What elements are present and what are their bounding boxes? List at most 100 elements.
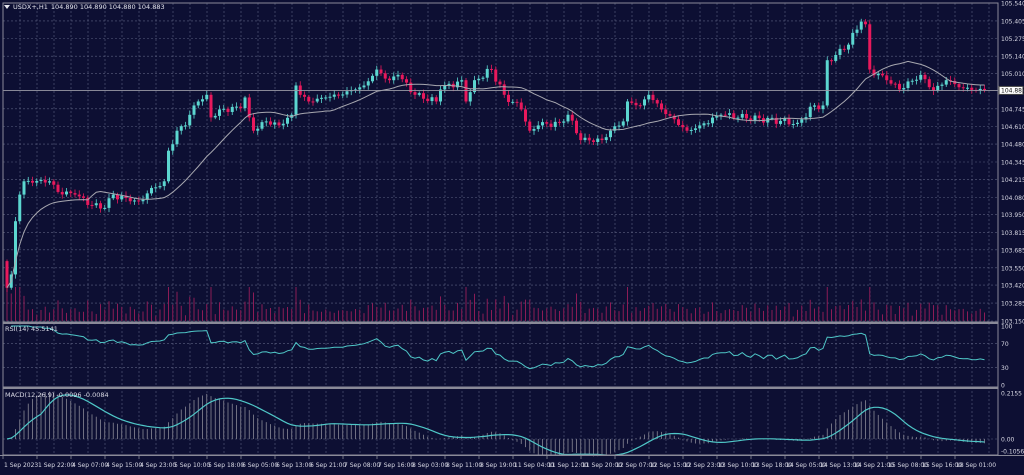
- candle-body: [286, 117, 289, 124]
- candle-body: [728, 113, 731, 115]
- candle: [545, 120, 549, 127]
- candle-body: [150, 187, 153, 194]
- candle: [677, 115, 680, 127]
- candle: [596, 135, 600, 146]
- time-axis-label: 14 Sep 05:00: [786, 462, 826, 469]
- candle: [910, 78, 914, 85]
- candle: [587, 134, 591, 145]
- price-axis-label: 104.345: [1001, 160, 1024, 167]
- candle-body: [447, 83, 451, 86]
- price-axis-label: 104.215: [1001, 177, 1024, 184]
- candle-body: [141, 199, 145, 202]
- candle-body: [388, 78, 391, 81]
- candle: [851, 29, 855, 48]
- candle: [137, 196, 141, 205]
- candle: [711, 113, 714, 128]
- candle-body: [677, 119, 680, 126]
- candle-body: [392, 76, 396, 81]
- candle: [647, 90, 651, 103]
- candle-body: [621, 121, 625, 126]
- candle: [260, 119, 264, 131]
- candle-body: [86, 197, 90, 205]
- candle-body: [473, 80, 476, 93]
- candle-body: [783, 118, 787, 121]
- candle-body: [345, 91, 349, 95]
- candle: [507, 90, 510, 106]
- volume-bars: [6, 287, 985, 321]
- candle-body: [655, 100, 659, 104]
- chart-header: USDX+,H1 104.890 104.890 104.880 104.883: [4, 3, 168, 11]
- price-axis-label: 105.405: [1001, 18, 1024, 25]
- candle-body: [358, 87, 362, 90]
- candle-body: [494, 69, 498, 82]
- candle: [460, 76, 464, 86]
- candle: [426, 94, 430, 104]
- candle-body: [842, 48, 846, 50]
- candle: [481, 76, 485, 82]
- candle-body: [324, 97, 328, 99]
- candle-body: [443, 85, 447, 90]
- candle-body: [927, 79, 931, 88]
- price-axis-label: 105.140: [1001, 54, 1024, 61]
- price-axis-label: 104.610: [1001, 124, 1024, 131]
- rsi-axis-label: 100: [1001, 324, 1013, 331]
- candle: [902, 83, 906, 94]
- dropdown-triangle-icon[interactable]: [4, 5, 10, 9]
- time-axis-label: 14 Sep 21:00: [854, 462, 894, 469]
- candle-body: [723, 114, 727, 116]
- candle: [188, 110, 192, 129]
- candle: [864, 19, 867, 28]
- time-axis-label: 6 Sep 05:00: [242, 462, 278, 469]
- candle-body: [825, 60, 829, 106]
- candle: [881, 70, 884, 78]
- candle-body: [439, 89, 442, 102]
- time-axis-label: 1 Sep 22:00: [38, 462, 74, 469]
- candle-body: [264, 121, 268, 123]
- candle-body: [375, 69, 379, 76]
- candle-body: [468, 92, 472, 102]
- candle-body: [553, 121, 557, 127]
- candle: [243, 95, 247, 112]
- candle: [885, 71, 889, 85]
- candle-body: [456, 81, 459, 88]
- candle: [252, 113, 255, 134]
- candle-body: [817, 105, 821, 110]
- candle-body: [209, 94, 213, 118]
- candle: [281, 119, 285, 130]
- candle-body: [422, 93, 425, 99]
- candle: [664, 105, 668, 119]
- candle-body: [957, 84, 961, 88]
- candle: [218, 105, 221, 121]
- candle-body: [626, 101, 629, 122]
- candle-body: [26, 180, 30, 182]
- candle: [307, 95, 311, 104]
- candle: [842, 45, 846, 53]
- candle-body: [213, 115, 217, 118]
- candle-body: [749, 118, 753, 121]
- candle-body: [668, 114, 672, 116]
- candle-body: [711, 117, 714, 124]
- candle: [570, 110, 574, 125]
- candle-body: [889, 80, 893, 84]
- candle-body: [715, 115, 719, 118]
- candle-body: [906, 81, 910, 89]
- candle-body: [196, 101, 200, 106]
- candle: [379, 65, 383, 76]
- candle-body: [808, 106, 812, 118]
- candle-body: [638, 105, 642, 107]
- price-axis-label: 104.080: [1001, 195, 1024, 202]
- macd-axis-label: 0.00: [1001, 437, 1015, 444]
- candle-body: [481, 77, 485, 79]
- candle-body: [116, 194, 119, 200]
- candle: [269, 117, 272, 127]
- candle-body: [192, 105, 196, 115]
- candle: [791, 119, 795, 129]
- candle: [201, 95, 204, 106]
- candle: [196, 99, 200, 109]
- candle-body: [851, 32, 855, 45]
- candle-body: [919, 74, 923, 80]
- candle: [65, 188, 68, 197]
- candle-body: [171, 144, 175, 151]
- candle: [18, 191, 22, 224]
